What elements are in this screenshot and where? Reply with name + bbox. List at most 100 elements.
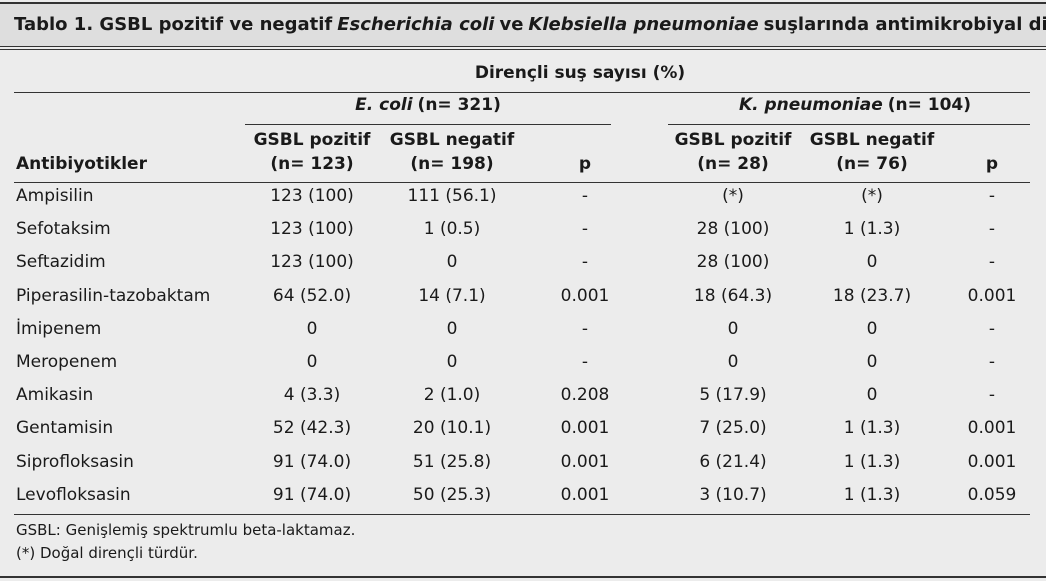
cell: 0.208 <box>560 385 610 406</box>
group-header: K. pneumoniae (n= 104) <box>739 95 971 115</box>
cell: 52 (42.3) <box>272 418 352 439</box>
group-n: (n= 104) <box>887 95 972 115</box>
cell: 91 (74.0) <box>272 451 352 472</box>
cell: 0 <box>866 252 878 273</box>
title-part: Tablo 1. GSBL pozitif ve negatif <box>14 14 333 35</box>
cell: 0.059 <box>967 484 1017 505</box>
cell: 28 (100) <box>696 219 770 240</box>
column-header: GSBL negatif <box>809 130 935 150</box>
title: Tablo 1. GSBL pozitif ve negatif Escheric… <box>14 14 1046 35</box>
row-label: Siprofloksasin <box>16 451 134 472</box>
cell: - <box>988 318 996 339</box>
cell: 0.001 <box>560 451 610 472</box>
cell: 0.001 <box>967 418 1017 439</box>
cell: 0 <box>866 385 878 406</box>
cell: 0 <box>306 352 318 372</box>
group-name: E. coli <box>355 95 413 115</box>
cell: 51 (25.8) <box>412 451 492 472</box>
cell: - <box>581 252 589 273</box>
row-label: İmipenem <box>16 318 102 339</box>
column-header: GSBL negatif <box>389 130 515 150</box>
cell: 0 <box>446 318 458 339</box>
cell: 18 (23.7) <box>832 285 912 306</box>
cell: 7 (25.0) <box>699 418 767 439</box>
column-header: (n= 123) <box>270 154 354 174</box>
cell: - <box>988 219 996 240</box>
group-header: E. coli (n= 321) <box>355 95 501 115</box>
cell: 0 <box>727 352 739 372</box>
cell: 1 (1.3) <box>843 451 901 472</box>
rule <box>0 2 1046 4</box>
cell: 0 <box>446 252 458 273</box>
cell: 91 (74.0) <box>272 484 352 505</box>
cell: 18 (64.3) <box>693 285 773 306</box>
row-label: Piperasilin-tazobaktam <box>16 285 211 306</box>
cell: 2 (1.0) <box>423 385 481 406</box>
rule <box>14 182 1030 183</box>
rule <box>0 576 1046 578</box>
cell: 50 (25.3) <box>412 484 492 505</box>
title-part: suşlarında antimikrobiyal direnç <box>763 14 1046 35</box>
column-header: GSBL pozitif <box>674 130 792 150</box>
cell: 0 <box>306 318 318 339</box>
footnote: (*) Doğal dirençli türdür. <box>16 544 198 562</box>
cell: - <box>581 186 589 206</box>
cell: - <box>581 318 589 339</box>
cell: 0 <box>446 352 458 372</box>
cell: 1 (1.3) <box>843 219 901 240</box>
row-label: Seftazidim <box>16 252 106 273</box>
cell: (*) <box>861 186 883 206</box>
column-header: (n= 198) <box>410 154 494 174</box>
cell: 1 (0.5) <box>423 219 481 240</box>
super-header: Dirençli suş sayısı (%) <box>474 63 686 83</box>
rule <box>14 92 1030 93</box>
title-bar <box>0 4 1046 46</box>
cell: 20 (10.1) <box>412 418 492 439</box>
cell: 3 (10.7) <box>699 484 767 505</box>
cell: 5 (17.9) <box>699 385 767 406</box>
cell: 123 (100) <box>270 219 354 240</box>
cell: 123 (100) <box>270 186 354 206</box>
cell: 0 <box>866 352 878 372</box>
column-header: (n= 28) <box>697 154 769 174</box>
rule <box>668 124 1030 125</box>
row-label: Sefotaksim <box>16 219 111 240</box>
row-label: Amikasin <box>16 385 94 406</box>
cell: (*) <box>722 186 744 206</box>
row-label: Gentamisin <box>16 418 114 439</box>
cell: 0.001 <box>560 285 610 306</box>
row-label: Meropenem <box>16 352 118 372</box>
rule <box>0 46 1046 47</box>
cell: 0.001 <box>967 451 1017 472</box>
cell: 123 (100) <box>270 252 354 273</box>
row-label: Levofloksasin <box>16 484 131 505</box>
column-header: (n= 76) <box>836 154 908 174</box>
title-part: Escherichia coli <box>337 14 495 35</box>
column-header: p <box>578 154 592 174</box>
row-label: Ampisilin <box>16 186 94 206</box>
cell: 14 (7.1) <box>418 285 486 306</box>
rule <box>0 49 1046 50</box>
cell: - <box>988 385 996 406</box>
cell: 4 (3.3) <box>283 385 341 406</box>
cell: 28 (100) <box>696 252 770 273</box>
group-name: K. pneumoniae <box>738 95 883 115</box>
rule <box>14 514 1030 515</box>
footnote: GSBL: Genişlemiş spektrumlu beta-laktama… <box>16 521 356 539</box>
cell: 0.001 <box>967 285 1017 306</box>
cell: 0 <box>727 318 739 339</box>
group-n: (n= 321) <box>417 95 501 115</box>
rule <box>245 124 611 125</box>
cell: - <box>988 252 996 273</box>
cell: - <box>581 219 589 240</box>
cell: 1 (1.3) <box>843 484 901 505</box>
title-part: ve <box>499 14 524 35</box>
cell: 0 <box>866 318 878 339</box>
column-header: p <box>985 154 999 174</box>
cell: 64 (52.0) <box>272 285 352 306</box>
cell: 0.001 <box>560 418 610 439</box>
cell: - <box>581 352 589 372</box>
cell: - <box>988 186 996 206</box>
column-header: Antibiyotikler <box>16 154 147 174</box>
